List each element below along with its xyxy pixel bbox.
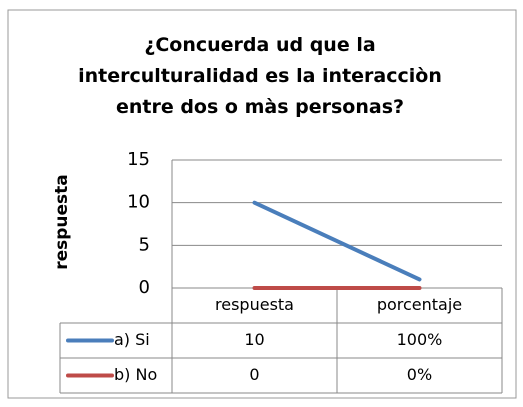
table-value: 10 <box>244 330 264 349</box>
y-tick-label: 15 <box>127 149 150 170</box>
chart-title: ¿Concuerda ud que la interculturalidad e… <box>78 34 442 118</box>
x-tick-label: respuesta <box>215 295 294 314</box>
table-value: 100% <box>397 330 443 349</box>
y-tick-label: 10 <box>127 192 150 213</box>
series-line <box>252 200 422 282</box>
table-value: 0% <box>407 365 432 384</box>
x-tick-label: porcentaje <box>377 295 462 314</box>
y-axis-title: respuesta <box>52 174 72 270</box>
legend-label: b) No <box>114 365 157 384</box>
y-tick-label: 0 <box>139 277 150 298</box>
table-value: 0 <box>249 365 259 384</box>
legend-label: a) Si <box>114 330 150 349</box>
y-tick-label: 5 <box>139 234 150 255</box>
